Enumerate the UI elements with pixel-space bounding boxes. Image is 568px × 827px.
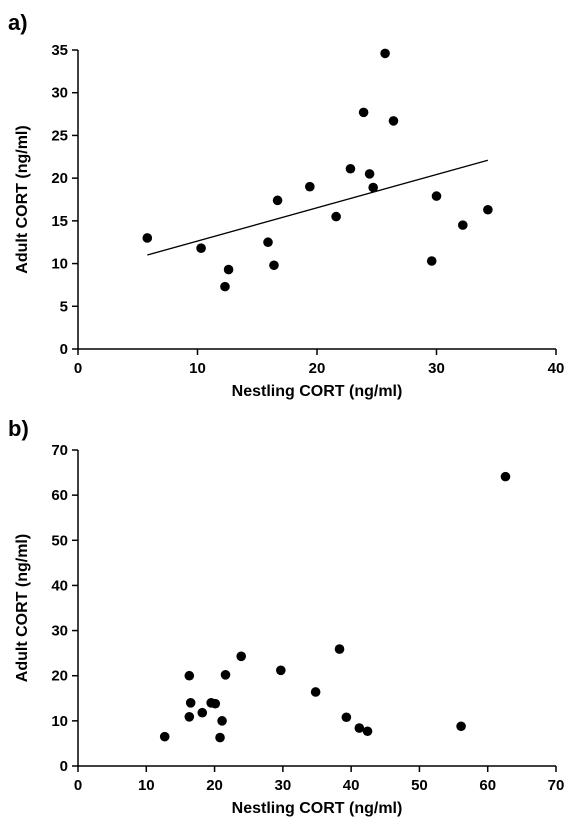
chart-b-x-tick-label: 10: [138, 777, 155, 794]
chart-b-y-tick-label: 60: [51, 487, 68, 504]
chart-b-data-point: [276, 665, 286, 676]
chart-b-x-tick-label: 70: [548, 777, 565, 794]
chart-a-data-point: [196, 243, 206, 253]
chart-a-trendline: [147, 159, 489, 256]
chart-b-data-point: [236, 651, 247, 662]
chart-b-data-point: [197, 707, 208, 718]
chart-a-x-tick-label: 10: [189, 360, 206, 377]
chart-a-data-point: [426, 256, 437, 266]
chart-b-y-tick-label: 10: [51, 713, 68, 730]
chart-a-y-tick-label: 30: [51, 85, 68, 102]
chart-b-y-tick-label: 70: [51, 442, 68, 459]
chart-b-data-point: [334, 644, 345, 654]
chart-a-data-point: [142, 233, 153, 243]
chart-b-y-tick-label: 30: [51, 623, 68, 640]
chart-b-x-axis-title: Nestling CORT (ng/ml): [232, 800, 403, 817]
chart-a-data-point: [388, 116, 399, 126]
chart-a-x-tick-label: 40: [548, 360, 565, 377]
chart-a-data-point: [269, 260, 279, 271]
chart-b-data-point: [184, 711, 195, 722]
chart-a-data-point: [483, 204, 493, 215]
chart-b-data-point: [210, 698, 221, 709]
chart-a-data-point: [380, 48, 390, 59]
chart-a-data-point: [457, 220, 468, 230]
chart-b-data-point: [215, 732, 225, 743]
chart-b-data-point: [362, 726, 373, 737]
chart-a-y-tick-label: 35: [51, 42, 68, 59]
chart-a-x-tick-label: 20: [309, 360, 326, 377]
chart-a-data-point: [220, 281, 230, 292]
chart-a-data-point: [272, 195, 283, 206]
chart-a-data-point: [223, 264, 234, 275]
scatter-chart-a: 0 5 10 15 20 25 30 35 0 10 20 30 40 Nestling CORT (ng…: [14, 42, 565, 400]
chart-b-data-point: [184, 670, 195, 681]
chart-a-data-point: [431, 191, 442, 201]
chart-b-data-point: [456, 721, 466, 732]
chart-a-y-tick-label: 10: [51, 256, 68, 273]
chart-b-y-axis-title: Adult CORT (ng/ml): [14, 534, 31, 682]
chart-a-data-point: [368, 182, 378, 193]
chart-a-y-tick-label: 5: [60, 298, 68, 315]
chart-b-data-point: [500, 471, 511, 482]
chart-b-data-point: [217, 716, 227, 726]
chart-a-x-axis-title: Nestling CORT (ng/ml): [232, 383, 403, 400]
chart-b-data-point: [354, 723, 365, 733]
scatter-chart-b: 0 10 20 30 40 50 60 70 0 10 20 30 40 50 60 70 Nestling C…: [14, 442, 565, 817]
chart-b-y-tick-label: 50: [51, 532, 68, 549]
chart-b-y-tick-label: 20: [51, 668, 68, 685]
panel-a-label: a): [8, 10, 28, 35]
chart-a-x-tick-label: 30: [428, 360, 445, 377]
chart-b-data-point: [220, 670, 231, 680]
chart-b-data-point: [159, 731, 170, 742]
chart-a-data-point: [358, 107, 369, 118]
chart-b-x-tick-label: 30: [275, 777, 292, 794]
chart-a-y-tick-label: 0: [60, 341, 68, 358]
chart-a-data-point: [331, 211, 341, 222]
chart-a-data-point: [305, 181, 315, 192]
chart-b-x-tick-label: 20: [206, 777, 223, 794]
chart-b-data-point: [185, 698, 196, 708]
chart-b-y-tick-label: 40: [51, 577, 68, 594]
chart-b-x-tick-label: 0: [74, 777, 82, 794]
chart-a-data-point: [263, 237, 273, 248]
chart-a-y-axis-title: Adult CORT (ng/ml): [14, 125, 31, 273]
chart-b-x-tick-label: 40: [343, 777, 360, 794]
chart-b-data-point: [341, 712, 352, 723]
chart-a-data-point: [345, 163, 356, 174]
chart-a-y-tick-label: 25: [51, 127, 68, 144]
chart-a-y-tick-label: 20: [51, 170, 68, 187]
chart-a-x-tick-label: 0: [74, 360, 82, 377]
chart-a-y-tick-label: 15: [51, 213, 68, 230]
chart-b-x-tick-label: 60: [479, 777, 496, 794]
chart-a-data-point: [364, 169, 375, 179]
chart-b-x-tick-label: 50: [411, 777, 428, 794]
chart-b-data-point: [310, 687, 321, 697]
panel-b-label: b): [8, 416, 29, 441]
chart-b-y-tick-label: 0: [60, 758, 68, 775]
